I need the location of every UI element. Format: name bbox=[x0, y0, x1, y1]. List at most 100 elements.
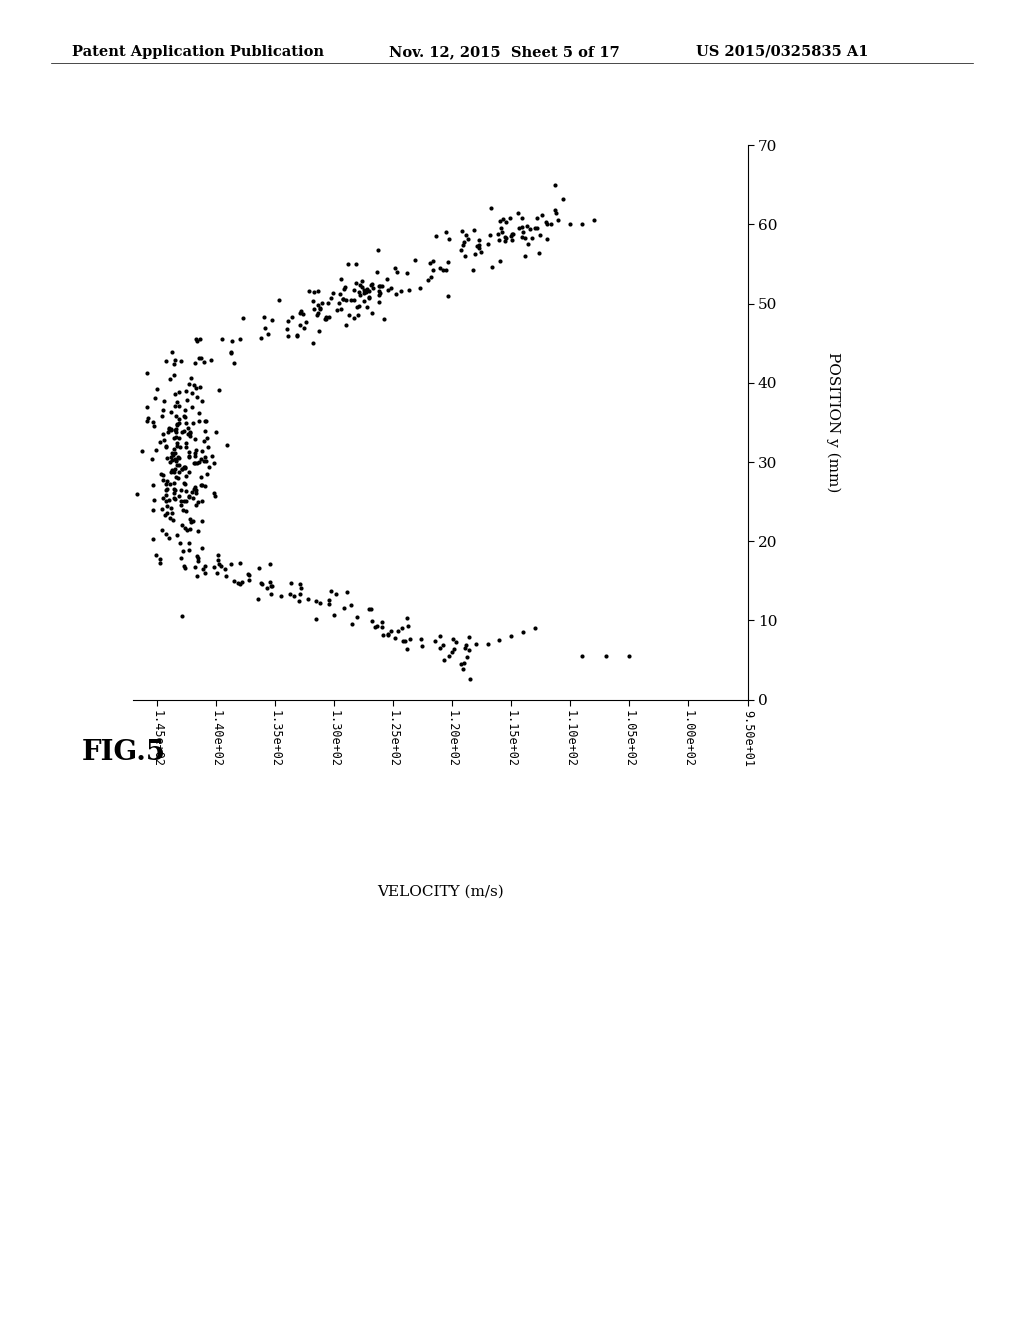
Point bbox=[195, 391, 211, 412]
Point bbox=[370, 239, 386, 260]
Point bbox=[292, 314, 308, 335]
Point bbox=[365, 277, 381, 298]
Point bbox=[197, 475, 213, 496]
Point bbox=[264, 576, 281, 597]
Point bbox=[424, 259, 440, 280]
Point bbox=[187, 329, 204, 350]
Point bbox=[369, 615, 385, 636]
Point bbox=[467, 244, 483, 265]
Point bbox=[338, 289, 354, 310]
Point bbox=[331, 292, 347, 313]
Point bbox=[171, 447, 187, 469]
Point bbox=[162, 451, 178, 473]
Point bbox=[515, 622, 531, 643]
Point bbox=[399, 615, 416, 636]
Point bbox=[169, 446, 185, 467]
Point bbox=[172, 436, 188, 457]
Point bbox=[371, 292, 387, 313]
Point bbox=[150, 379, 166, 400]
Text: Patent Application Publication: Patent Application Publication bbox=[72, 45, 324, 59]
Point bbox=[164, 449, 180, 470]
Point bbox=[240, 564, 256, 585]
Point bbox=[371, 276, 387, 297]
Point bbox=[461, 627, 477, 648]
Point bbox=[200, 437, 216, 458]
Point bbox=[438, 260, 455, 281]
Point bbox=[167, 458, 183, 479]
Point bbox=[349, 606, 366, 627]
Point bbox=[309, 294, 326, 315]
Point bbox=[159, 503, 175, 524]
Point bbox=[479, 234, 496, 255]
Point bbox=[394, 618, 411, 639]
Point bbox=[338, 314, 354, 335]
Point bbox=[353, 277, 370, 298]
Point bbox=[173, 515, 189, 536]
Point bbox=[339, 581, 355, 602]
Point bbox=[173, 421, 189, 442]
Point bbox=[598, 645, 614, 667]
Point bbox=[492, 230, 508, 251]
Point bbox=[263, 576, 280, 597]
X-axis label: VELOCITY (m/s): VELOCITY (m/s) bbox=[377, 886, 504, 899]
Point bbox=[165, 510, 181, 531]
Point bbox=[167, 396, 183, 417]
Point bbox=[273, 585, 290, 606]
Point bbox=[271, 290, 288, 312]
Point bbox=[176, 407, 193, 428]
Point bbox=[209, 562, 225, 583]
Point bbox=[499, 211, 515, 232]
Point bbox=[178, 413, 195, 434]
Point bbox=[383, 620, 399, 642]
Point bbox=[372, 282, 388, 304]
Point bbox=[390, 620, 407, 642]
Point bbox=[241, 565, 257, 586]
Point bbox=[159, 470, 175, 491]
Point bbox=[188, 494, 205, 515]
Point bbox=[539, 214, 555, 235]
Point bbox=[364, 273, 380, 294]
Point bbox=[393, 281, 410, 302]
Point bbox=[191, 451, 208, 473]
Point bbox=[547, 199, 563, 220]
Point bbox=[516, 246, 532, 267]
Point bbox=[186, 352, 203, 374]
Point bbox=[340, 253, 356, 275]
Point bbox=[158, 474, 174, 495]
Point bbox=[166, 364, 182, 385]
Point bbox=[162, 368, 178, 389]
Point bbox=[402, 628, 419, 649]
Point bbox=[427, 631, 443, 652]
Point bbox=[176, 474, 193, 495]
Point bbox=[152, 432, 168, 453]
Point bbox=[321, 306, 337, 327]
Point bbox=[166, 354, 182, 375]
Point bbox=[191, 376, 208, 397]
Point bbox=[489, 223, 506, 244]
Point bbox=[154, 498, 170, 519]
Point bbox=[190, 548, 207, 569]
Point bbox=[158, 436, 174, 457]
Point bbox=[164, 459, 180, 480]
Point bbox=[256, 306, 272, 327]
Point bbox=[168, 524, 184, 545]
Point bbox=[360, 286, 377, 308]
Point bbox=[435, 635, 452, 656]
Point bbox=[493, 218, 509, 239]
Point bbox=[177, 457, 194, 478]
Point bbox=[194, 511, 210, 532]
Point bbox=[189, 491, 206, 512]
Point bbox=[206, 482, 222, 503]
Point bbox=[317, 309, 334, 330]
Point bbox=[218, 434, 234, 455]
Point bbox=[529, 207, 546, 228]
Point bbox=[178, 380, 195, 401]
Point bbox=[207, 484, 223, 506]
Point bbox=[161, 417, 177, 438]
Point bbox=[182, 519, 199, 540]
Point bbox=[305, 281, 322, 302]
Point bbox=[162, 474, 178, 495]
Point bbox=[344, 612, 360, 634]
Point bbox=[260, 323, 276, 345]
Point bbox=[186, 453, 203, 474]
